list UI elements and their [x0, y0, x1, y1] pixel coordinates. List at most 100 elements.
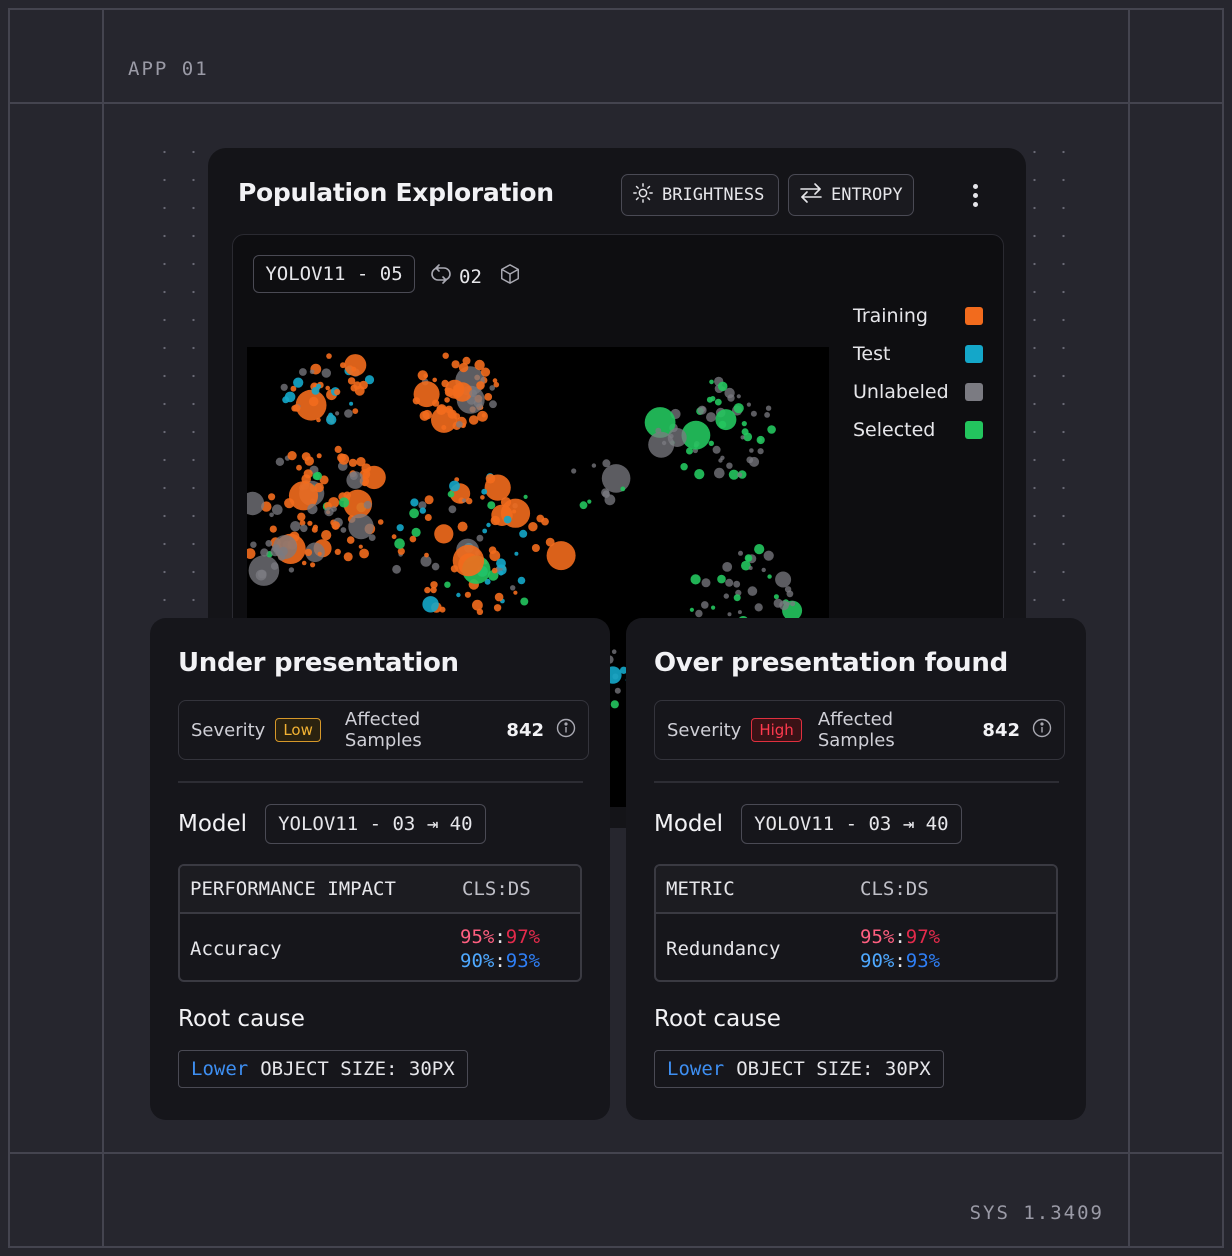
frame-guide-h2 — [8, 1152, 1224, 1154]
scatter-point — [340, 362, 346, 369]
brightness-button-label: BRIGHTNESS — [662, 185, 765, 205]
scatter-point — [248, 555, 280, 586]
scatter-point — [346, 536, 355, 544]
scatter-point — [694, 469, 705, 480]
scatter-point — [604, 494, 616, 506]
scatter-point — [722, 562, 733, 572]
scatter-point — [510, 585, 516, 591]
scatter-point — [307, 520, 313, 526]
scatter-point — [503, 515, 512, 524]
scatter-point — [444, 581, 451, 588]
scatter-point — [420, 555, 432, 567]
scatter-point — [340, 527, 347, 533]
scatter-point — [484, 474, 511, 501]
legend-swatch — [965, 307, 983, 325]
plot-legend: Training Test Unlabeled Selected — [853, 297, 983, 449]
legend-item-selected[interactable]: Selected — [853, 411, 983, 449]
scatter-point — [442, 352, 449, 359]
scatter-point — [444, 387, 454, 397]
divider — [654, 781, 1059, 783]
frame-guide-v2 — [1128, 8, 1130, 1248]
legend-item-test[interactable]: Test — [853, 335, 983, 373]
scatter-point — [784, 586, 792, 593]
legend-label: Unlabeled — [853, 381, 949, 403]
scatter-point — [620, 666, 628, 674]
scatter-point — [356, 457, 366, 467]
scatter-point — [763, 550, 774, 561]
population-exploration-card: Population Exploration BRIGHTNESS ENTROP… — [208, 148, 1026, 828]
scatter-point — [528, 522, 538, 532]
affected-samples-value: 842 — [506, 719, 544, 741]
model-version-pill[interactable]: YOLOV11 - 03 ⇥ 40 — [265, 804, 486, 844]
scatter-point — [434, 524, 454, 544]
scatter-point — [720, 455, 725, 460]
scatter-point — [709, 379, 714, 385]
scatter-point — [344, 354, 367, 377]
root-cause-pill[interactable]: Lower OBJECT SIZE: 30PX — [178, 1050, 468, 1088]
scatter-point — [272, 504, 283, 515]
legend-label: Test — [853, 343, 891, 365]
scatter-point — [391, 534, 397, 540]
scatter-point — [301, 560, 307, 566]
scatter-point — [489, 385, 495, 391]
scatter-point — [494, 592, 504, 602]
scatter-point — [484, 578, 491, 585]
scatter-point — [602, 459, 611, 468]
info-icon[interactable] — [556, 718, 576, 743]
legend-item-unlabeled[interactable]: Unlabeled — [853, 373, 983, 411]
model-version-pill[interactable]: YOLOV11 - 03 ⇥ 40 — [741, 804, 962, 844]
scatter-point — [432, 377, 437, 383]
scatter-point — [308, 396, 319, 407]
metric-name: Accuracy — [190, 938, 282, 960]
scatter-point — [736, 394, 741, 399]
scatter-point — [754, 544, 765, 555]
scatter-point — [480, 367, 491, 377]
value-ds: 97% — [905, 926, 941, 948]
scatter-point — [648, 431, 675, 458]
entropy-button[interactable]: ENTROPY — [788, 174, 914, 216]
scatter-point — [481, 488, 488, 495]
scatter-point — [290, 385, 297, 392]
severity-summary: Severity Low Affected Samples 842 — [178, 700, 589, 760]
scatter-point — [334, 388, 341, 396]
scatter-point — [466, 497, 473, 505]
scatter-point — [708, 440, 714, 446]
scatter-point — [448, 505, 457, 514]
scatter-point — [512, 509, 517, 514]
table-header: METRIC CLS:DS — [656, 866, 1056, 914]
cube-icon[interactable] — [499, 263, 521, 289]
brightness-button[interactable]: BRIGHTNESS — [621, 174, 779, 216]
root-cause-direction: Lower — [191, 1058, 249, 1080]
info-icon[interactable] — [1032, 718, 1052, 743]
table-header: PERFORMANCE IMPACT CLS:DS — [180, 866, 580, 914]
value-ds: 97% — [505, 926, 541, 948]
scatter-point — [311, 387, 320, 395]
scatter-point — [312, 472, 320, 480]
scatter-point — [326, 414, 337, 425]
scatter-point — [496, 558, 506, 569]
more-options-icon[interactable] — [970, 184, 980, 210]
legend-item-training[interactable]: Training — [853, 297, 983, 335]
scatter-point — [476, 608, 484, 615]
scatter-point — [412, 397, 421, 405]
root-cause-pill[interactable]: Lower OBJECT SIZE: 30PX — [654, 1050, 944, 1088]
scatter-point — [493, 604, 502, 612]
scatter-point — [397, 547, 405, 555]
scatter-point — [717, 574, 726, 584]
table-header-metric: PERFORMANCE IMPACT — [190, 878, 396, 900]
scatter-point — [409, 508, 419, 519]
model-version-tag[interactable]: YOLOV11 - 05 — [253, 255, 415, 293]
scatter-point — [520, 597, 529, 606]
scatter-point — [587, 499, 592, 504]
scatter-point — [288, 481, 319, 511]
scatter-point — [422, 409, 432, 420]
scatter-point — [701, 601, 709, 609]
scatter-point — [468, 415, 479, 425]
scatter-point — [299, 520, 306, 526]
root-cause-label: Root cause — [654, 1006, 781, 1032]
scatter-point — [476, 534, 484, 542]
scatter-point — [392, 564, 401, 574]
scatter-point — [358, 544, 363, 549]
scatter-point — [727, 612, 732, 617]
scatter-point — [738, 550, 743, 556]
